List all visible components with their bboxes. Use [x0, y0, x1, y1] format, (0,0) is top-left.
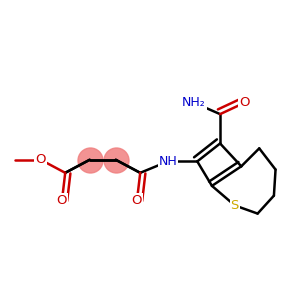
Text: NH: NH: [159, 155, 177, 168]
Text: S: S: [231, 199, 239, 212]
Text: O: O: [132, 194, 142, 207]
Text: O: O: [35, 153, 46, 166]
Text: O: O: [239, 96, 250, 109]
Text: O: O: [57, 194, 67, 207]
Text: O: O: [57, 194, 67, 207]
Text: O: O: [35, 153, 46, 166]
Text: S: S: [231, 199, 239, 212]
Text: O: O: [239, 96, 250, 109]
Text: O: O: [132, 194, 142, 207]
Text: NH: NH: [159, 155, 177, 168]
Text: NH₂: NH₂: [182, 96, 206, 109]
Text: NH₂: NH₂: [182, 96, 206, 109]
